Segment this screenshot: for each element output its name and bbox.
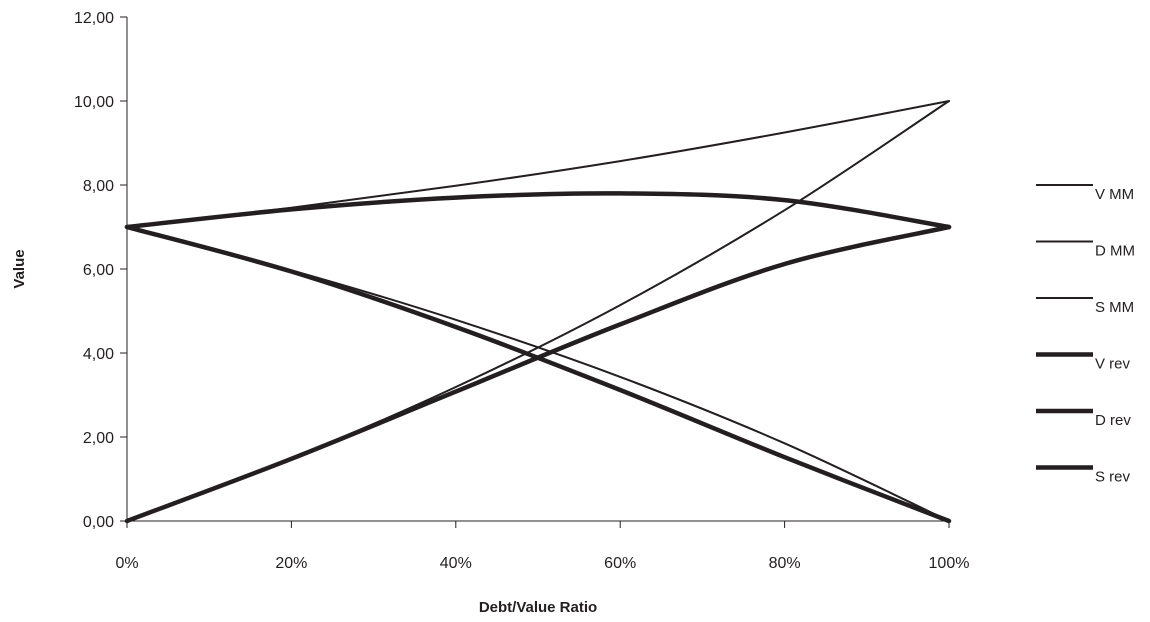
legend-label-s-rev: S rev (1095, 469, 1131, 486)
x-tick-label: 60% (604, 555, 636, 572)
x-tick-label: 0% (115, 555, 138, 572)
legend-label-v-mm: V MM (1095, 186, 1134, 203)
y-tick-label: 8,00 (83, 178, 114, 195)
series-line-d-rev (124, 224, 952, 524)
legend-label-v-rev: V rev (1095, 356, 1131, 373)
x-tick-label: 80% (769, 555, 801, 572)
x-tick-label: 100% (929, 555, 970, 572)
y-tick-label: 2,00 (83, 430, 114, 447)
legend: V MM D MM S MM V rev D rev S rev (1036, 184, 1135, 486)
y-tick-label: 0,00 (83, 514, 114, 531)
series-line-d-mm (126, 100, 950, 522)
x-axis-title: Debt/Value Ratio (479, 599, 597, 616)
y-tick-label: 6,00 (83, 262, 114, 279)
y-axis-title: Value (11, 249, 28, 288)
y-tick-label: 10,00 (74, 94, 114, 111)
series-line-s-rev (124, 224, 952, 524)
x-tick-label: 20% (275, 555, 307, 572)
legend-label-d-mm: D MM (1095, 243, 1135, 260)
axes (126, 17, 949, 522)
series-line-v-rev (124, 191, 952, 230)
x-tick-label: 40% (440, 555, 472, 572)
series-line-v-mm (126, 100, 950, 228)
x-axis-ticks: 0% 20% 40% 60% 80% 100% (115, 521, 969, 572)
y-tick-label: 12,00 (74, 10, 114, 27)
legend-label-d-rev: D rev (1095, 412, 1131, 429)
legend-label-s-mm: S MM (1095, 299, 1134, 316)
series-lines (124, 100, 952, 524)
y-tick-label: 4,00 (83, 346, 114, 363)
y-axis-ticks: 0,00 2,00 4,00 6,00 8,00 10,00 12,00 (74, 10, 127, 531)
